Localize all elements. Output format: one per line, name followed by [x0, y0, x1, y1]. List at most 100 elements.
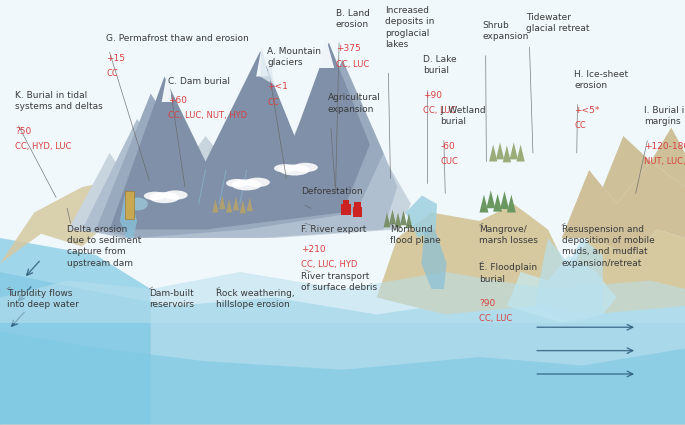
Text: Increased
deposits in
proglacial
lakes: Increased deposits in proglacial lakes: [385, 6, 434, 49]
Text: +210: +210: [301, 245, 326, 254]
Text: CC: CC: [106, 69, 118, 78]
Polygon shape: [496, 142, 504, 159]
Polygon shape: [162, 72, 173, 102]
Text: G. Permafrost thaw and erosion: G. Permafrost thaw and erosion: [106, 34, 249, 43]
Polygon shape: [489, 144, 497, 162]
Polygon shape: [603, 128, 685, 204]
Text: J. Wetland
burial: J. Wetland burial: [440, 106, 486, 126]
Ellipse shape: [226, 179, 248, 187]
Polygon shape: [507, 255, 616, 323]
Ellipse shape: [232, 179, 262, 190]
Polygon shape: [377, 204, 569, 314]
Polygon shape: [110, 42, 370, 230]
Text: Moribund
flood plane: Moribund flood plane: [390, 225, 441, 245]
Polygon shape: [486, 190, 495, 208]
Bar: [125, 191, 134, 219]
Polygon shape: [0, 332, 685, 425]
Text: Tidewater
glacial retreat: Tidewater glacial retreat: [526, 13, 590, 33]
Polygon shape: [233, 197, 239, 210]
Text: Turbidity flows
into deep water: Turbidity flows into deep water: [7, 289, 79, 309]
Ellipse shape: [279, 164, 310, 176]
Polygon shape: [479, 195, 488, 212]
Text: H. Ice-sheet
erosion: H. Ice-sheet erosion: [574, 70, 628, 90]
Ellipse shape: [293, 163, 318, 172]
Text: E. Floodplain
burial: E. Floodplain burial: [479, 264, 538, 283]
Polygon shape: [96, 60, 384, 238]
Text: CC, HYD, LUC: CC, HYD, LUC: [15, 142, 71, 151]
Polygon shape: [120, 196, 137, 238]
Polygon shape: [534, 238, 603, 323]
Polygon shape: [516, 144, 525, 162]
Text: +375: +375: [336, 44, 360, 53]
Text: CC: CC: [574, 121, 586, 130]
Polygon shape: [384, 212, 390, 227]
Ellipse shape: [149, 192, 179, 203]
Text: A. Mountain
glaciers: A. Mountain glaciers: [267, 47, 321, 67]
Ellipse shape: [163, 190, 188, 200]
Polygon shape: [247, 198, 253, 211]
Polygon shape: [260, 47, 274, 85]
Text: +60: +60: [168, 96, 187, 105]
Bar: [353, 207, 362, 217]
Text: I. Burial in
margins: I. Burial in margins: [644, 106, 685, 126]
Text: ?90: ?90: [479, 299, 496, 308]
Polygon shape: [406, 213, 412, 228]
Text: +90: +90: [423, 91, 443, 100]
Text: K. Burial in tidal
systems and deltas: K. Burial in tidal systems and deltas: [15, 91, 103, 111]
Text: Mangrove/
marsh losses: Mangrove/ marsh losses: [479, 225, 538, 245]
Text: CUC: CUC: [440, 157, 458, 166]
Text: CC, LUC, NUT, HYD: CC, LUC, NUT, HYD: [168, 111, 247, 120]
Text: Deforestation: Deforestation: [301, 187, 363, 196]
Text: CC: CC: [267, 98, 279, 107]
Text: F. River export: F. River export: [301, 225, 366, 234]
Polygon shape: [0, 238, 151, 425]
Text: Agricultural
expansion: Agricultural expansion: [327, 94, 380, 113]
Text: CC, LUC: CC, LUC: [423, 106, 457, 115]
Polygon shape: [219, 196, 225, 209]
Polygon shape: [421, 230, 447, 289]
Polygon shape: [562, 162, 685, 255]
Text: +15: +15: [106, 54, 125, 62]
Text: Delta erosion
due to sediment
capture from
upstream dam: Delta erosion due to sediment capture fr…: [67, 225, 142, 268]
Text: ?50: ?50: [15, 127, 32, 136]
Polygon shape: [510, 142, 518, 159]
Ellipse shape: [144, 192, 166, 200]
Polygon shape: [82, 94, 397, 238]
Bar: [354, 202, 361, 207]
Text: +<1: +<1: [267, 82, 288, 91]
Polygon shape: [240, 200, 246, 213]
Polygon shape: [226, 199, 232, 212]
Polygon shape: [256, 47, 269, 76]
Polygon shape: [406, 196, 437, 238]
Text: +120-180: +120-180: [644, 142, 685, 151]
Ellipse shape: [274, 164, 296, 173]
Ellipse shape: [245, 178, 270, 187]
Polygon shape: [395, 212, 401, 227]
Text: Resuspension and
deposition of mobile
muds, and mudflat
expansion/retreat: Resuspension and deposition of mobile mu…: [562, 225, 654, 268]
Polygon shape: [400, 210, 407, 225]
Text: C. Dam burial: C. Dam burial: [168, 76, 230, 85]
Polygon shape: [493, 194, 502, 212]
Polygon shape: [389, 210, 396, 224]
Text: NUT, LUC, HYD: NUT, LUC, HYD: [644, 157, 685, 166]
Text: -60: -60: [440, 142, 456, 151]
Text: D. Lake
burial: D. Lake burial: [423, 55, 457, 75]
Polygon shape: [319, 38, 334, 68]
Ellipse shape: [127, 198, 148, 210]
Text: CC, LUC, HYD: CC, LUC, HYD: [301, 260, 358, 269]
Text: River transport
of surface debris: River transport of surface debris: [301, 272, 377, 292]
Text: Dam-built
reservoirs: Dam-built reservoirs: [149, 289, 195, 309]
Polygon shape: [0, 272, 685, 425]
Text: +<5*: +<5*: [574, 106, 599, 115]
Polygon shape: [500, 230, 685, 314]
Text: Rock weathering,
hillslope erosion: Rock weathering, hillslope erosion: [216, 289, 295, 309]
Bar: [341, 204, 351, 215]
Polygon shape: [68, 119, 411, 238]
Polygon shape: [0, 272, 685, 323]
Polygon shape: [0, 178, 151, 264]
Polygon shape: [503, 145, 511, 162]
Polygon shape: [507, 195, 516, 212]
Bar: [342, 200, 349, 204]
Text: Shrub
expansion: Shrub expansion: [482, 21, 529, 41]
Polygon shape: [212, 199, 219, 212]
